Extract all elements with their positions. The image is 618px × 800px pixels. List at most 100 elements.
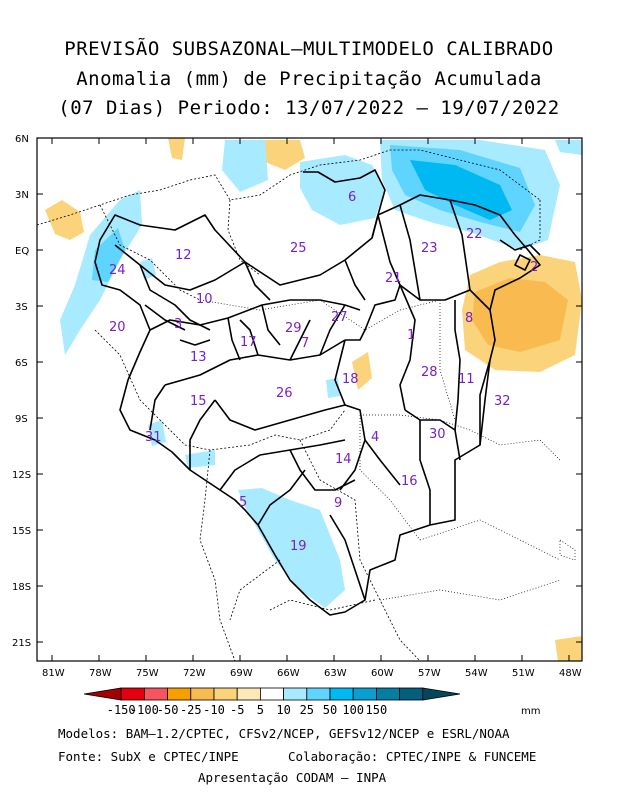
colorbar-swatch [167,687,192,701]
lon-tick-label: 54W [465,668,488,679]
wet-anomaly-area [555,140,582,155]
dry-anomaly-area [262,140,305,170]
colorbar-label: 50 [323,703,337,717]
models-credit: Modelos: BAM—1.2/CPTEC, CFSv2/NCEP, GEFS… [58,726,510,741]
colorbar-label: -100 [130,703,159,717]
lat-tick-label: 9S [15,414,28,425]
longitude-axis: 81W 78W 75W 72W 69W 66W 63W 60W 57W 54W … [42,138,582,679]
colorbar-label: 25 [300,703,314,717]
colorbar-swatch [352,687,377,701]
colorbar-swatch [83,687,122,701]
lon-tick-label: 57W [418,668,441,679]
wet-anomaly-area [92,228,125,282]
colorbar-label: 150 [366,703,388,717]
basin-label: 29 [285,321,302,336]
collaboration-credit: Colaboração: CPTEC/INPE & FUNCEME [288,749,537,764]
basin-label: 11 [458,372,475,387]
dry-anomaly-area [472,278,568,352]
dry-anomaly-area [555,636,582,661]
basin-label: 31 [145,430,162,445]
basin-label: 23 [421,241,438,256]
colorbar-unit: mm [521,706,540,717]
basin-labels: 1 2 3 4 5 6 7 8 9 10 11 12 13 14 15 16 1… [109,190,538,554]
basin-label: 32 [494,394,511,409]
basin-label: 12 [175,248,192,263]
lat-tick-label: 21S [12,638,31,649]
dry-anomaly-area [45,200,84,240]
colorbar-label: -50 [157,703,179,717]
basin-label: 26 [276,386,293,401]
colorbar-swatch [120,687,145,701]
wet-anomaly-area [222,140,268,192]
basin-label: 18 [342,372,359,387]
presentation-credit: Apresentação CODAM — INPA [198,770,387,785]
lon-tick-label: 81W [42,668,65,679]
basin-label: 5 [239,495,247,510]
colorbar-label: 10 [276,703,290,717]
colorbar-swatch [143,687,168,701]
basin-label: 10 [196,292,213,307]
lon-tick-label: 60W [371,668,394,679]
colorbar-swatch [283,687,308,701]
basin-label: 27 [331,310,348,325]
basin-label: 1 [407,328,415,343]
wet-anomaly-area [300,155,385,225]
basin-label: 16 [401,474,418,489]
basin-label: 15 [190,394,207,409]
lon-tick-label: 66W [277,668,300,679]
colorbar-swatch [375,687,400,701]
basin-label: 30 [429,427,446,442]
lon-tick-label: 48W [559,668,582,679]
colorbar-label: -5 [230,703,244,717]
wet-anomaly-area [238,488,345,608]
basin-boundaries [94,169,541,616]
basin-label: 9 [334,496,342,511]
precipitation-anomaly-map: 6N 3N EQ 3S 6S 9S 12S 15S 18S 21S [12,134,583,717]
colorbar-label: -25 [180,703,202,717]
lat-tick-label: 6S [15,358,28,369]
lat-tick-label: 15S [12,526,31,537]
lon-tick-label: 78W [89,668,112,679]
colorbar-label: -10 [203,703,225,717]
dry-anomaly-area [168,138,185,160]
basin-label: 7 [301,336,309,351]
basin-label: 8 [465,311,473,326]
lon-tick-label: 72W [183,668,206,679]
lon-tick-label: 51W [512,668,535,679]
country-borders [37,149,541,661]
basin-label: 28 [421,365,438,380]
state-borders [199,299,576,601]
basin-label: 13 [190,350,207,365]
wet-anomaly-area [185,450,215,468]
lat-tick-label: 6N [15,134,29,145]
basin-label: 14 [335,452,352,467]
lat-tick-label: EQ [15,246,29,257]
colorbar-label: -150 [107,703,136,717]
colorbar-legend: -150-100-50 -25 -10 -5 5 10 25 50 100 150 [83,687,461,717]
source-credit: Fonte: SubX e CPTEC/INPE [58,749,239,764]
lon-tick-label: 75W [136,668,159,679]
basin-label: 6 [348,190,356,205]
colorbar-label: 5 [257,703,264,717]
source-credit-row: Fonte: SubX e CPTEC/INPE Colaboração: CP… [58,749,618,764]
map-frame [36,137,583,662]
colorbar-swatch [422,687,461,701]
colorbar-swatch [190,687,215,701]
wet-anomaly-area [410,160,512,220]
colorbar-swatch [259,687,284,701]
colorbar-label: 100 [342,703,364,717]
basin-label: 22 [466,227,483,242]
basin-label: 24 [109,263,126,278]
colorbar-swatch [399,687,424,701]
basin-label: 19 [290,539,307,554]
latitude-axis: 6N 3N EQ 3S 6S 9S 12S 15S 18S 21S [12,134,582,649]
lat-tick-label: 18S [12,582,31,593]
forecast-period: (07 Dias) Periodo: 13/07/2022 — 19/07/20… [58,97,560,119]
map-title: PREVISÃO SUBSAZONAL—MULTIMODELO CALIBRAD… [64,38,554,60]
anomaly-shading [45,138,582,661]
basin-label: 21 [385,271,402,286]
basin-label: 2 [530,260,538,275]
basin-label: 3 [174,317,182,332]
lon-tick-label: 69W [230,668,253,679]
map-subtitle: Anomalia (mm) de Precipitação Acumulada [76,68,542,90]
